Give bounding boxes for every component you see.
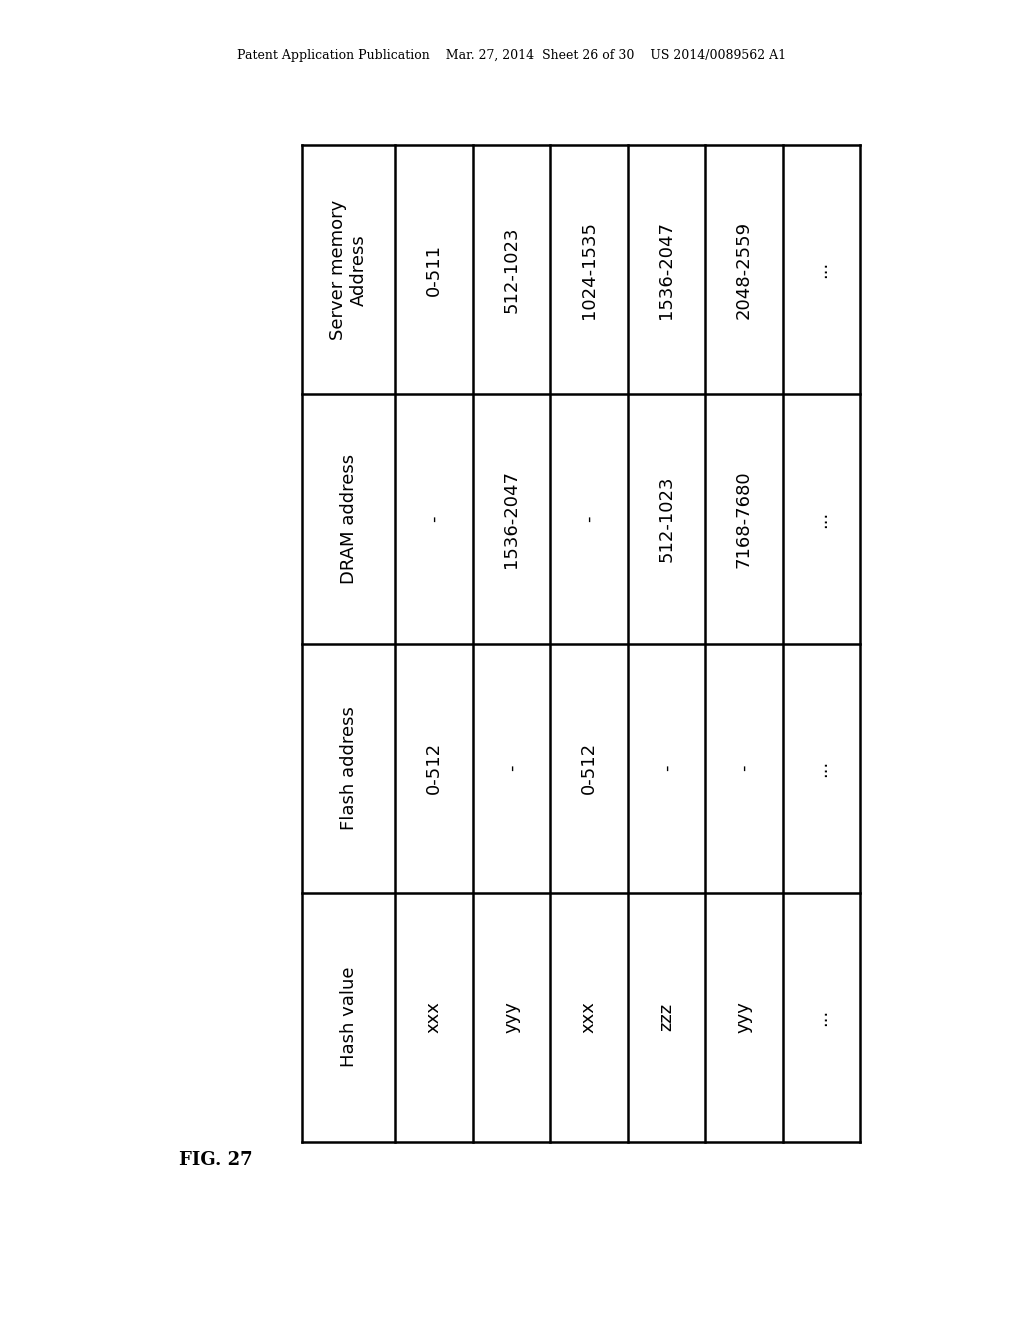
- Text: ...: ...: [812, 511, 830, 528]
- Text: 2048-2559: 2048-2559: [735, 220, 753, 319]
- Text: -: -: [503, 764, 520, 771]
- Text: Server memory
Address: Server memory Address: [329, 199, 368, 339]
- Text: 7168-7680: 7168-7680: [735, 470, 753, 568]
- Text: zzz: zzz: [657, 1003, 676, 1031]
- Text: DRAM address: DRAM address: [340, 454, 357, 583]
- Text: 1536-2047: 1536-2047: [657, 220, 676, 318]
- Text: Flash address: Flash address: [340, 706, 357, 830]
- Text: FIG. 27: FIG. 27: [179, 1151, 253, 1170]
- Text: xxx: xxx: [425, 1002, 442, 1034]
- Text: 1536-2047: 1536-2047: [503, 470, 520, 568]
- Text: Patent Application Publication    Mar. 27, 2014  Sheet 26 of 30    US 2014/00895: Patent Application Publication Mar. 27, …: [238, 49, 786, 62]
- Text: Hash value: Hash value: [340, 968, 357, 1068]
- Text: 1024-1535: 1024-1535: [580, 220, 598, 318]
- Text: 0-512: 0-512: [580, 742, 598, 795]
- Text: -: -: [657, 764, 676, 771]
- Text: -: -: [580, 516, 598, 523]
- Text: 512-1023: 512-1023: [503, 227, 520, 313]
- Text: xxx: xxx: [580, 1002, 598, 1034]
- Text: yyy: yyy: [503, 1002, 520, 1034]
- Text: 0-512: 0-512: [425, 742, 442, 795]
- Text: -: -: [735, 764, 753, 771]
- Text: 0-511: 0-511: [425, 244, 442, 296]
- Text: ...: ...: [812, 1008, 830, 1026]
- Text: 512-1023: 512-1023: [657, 475, 676, 562]
- Text: -: -: [425, 516, 442, 523]
- Text: ...: ...: [812, 261, 830, 279]
- Text: ...: ...: [812, 759, 830, 776]
- Text: yyy: yyy: [735, 1002, 753, 1034]
